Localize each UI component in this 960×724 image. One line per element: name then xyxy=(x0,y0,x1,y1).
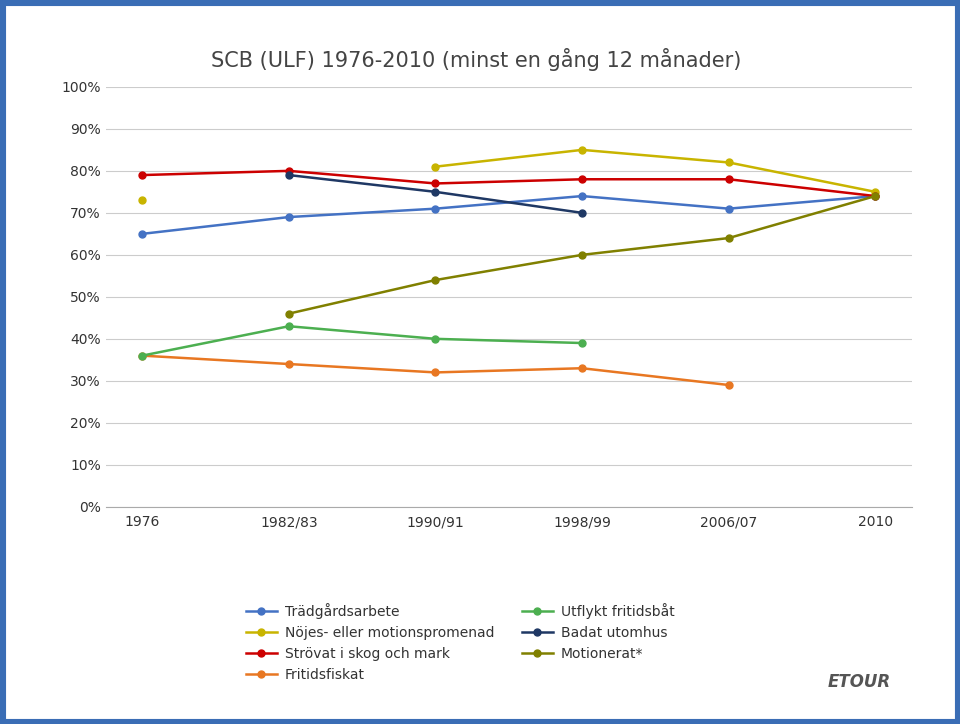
Title: SCB (ULF) 1976-2010 (minst en gång 12 månader): SCB (ULF) 1976-2010 (minst en gång 12 må… xyxy=(211,49,742,72)
Legend: Trädgårdsarbete, Nöjes- eller motionspromenad, Strövat i skog och mark, Fritidsf: Trädgårdsarbete, Nöjes- eller motionspro… xyxy=(240,598,681,688)
Text: ETOUR: ETOUR xyxy=(828,673,891,691)
